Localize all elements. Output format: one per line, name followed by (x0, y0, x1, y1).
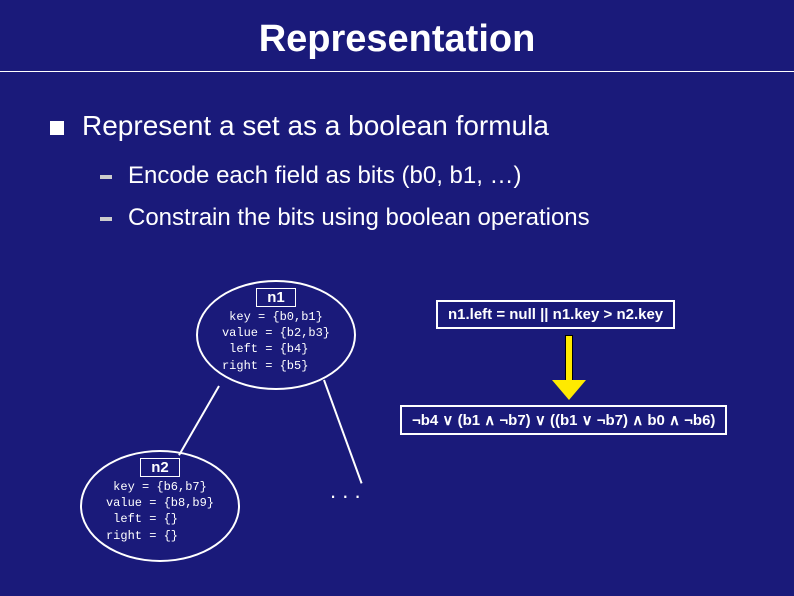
page-title: Representation (0, 18, 794, 61)
bullet-lvl1-text: Represent a set as a boolean formula (82, 110, 549, 142)
constraint-formula: ¬b4 ∨ (b1 ∧ ¬b7) ∨ ((b1 ∨ ¬b7) ∧ b0 ∧ ¬b… (400, 405, 727, 435)
diagram-area: n1 key = {b0,b1} value = {b2,b3} left = … (0, 280, 794, 596)
edge-n1-dots (323, 380, 363, 484)
square-bullet-icon (50, 121, 64, 135)
bullet-lvl2-1: Constrain the bits using boolean operati… (100, 204, 764, 232)
bullet-lvl1: Represent a set as a boolean formula (50, 110, 764, 142)
dash-bullet-icon (100, 175, 112, 179)
arrow-down-icon (552, 335, 586, 400)
bullet-lvl2-1-text: Constrain the bits using boolean operati… (128, 204, 590, 232)
edge-n1-n2 (178, 386, 220, 456)
arrow-head (552, 380, 586, 400)
arrow-shaft (565, 335, 573, 381)
bullet-lvl2-0: Encode each field as bits (b0, b1, …) (100, 162, 764, 190)
title-area: Representation (0, 0, 794, 80)
node-n1: n1 key = {b0,b1} value = {b2,b3} left = … (196, 280, 356, 390)
node-n2-label: n2 (140, 458, 180, 477)
title-underline (0, 71, 794, 72)
content-area: Represent a set as a boolean formula Enc… (0, 80, 794, 232)
node-n2: n2 key = {b6,b7} value = {b8,b9} left = … (80, 450, 240, 562)
ellipsis: . . . (330, 478, 361, 504)
bullet-lvl2-0-text: Encode each field as bits (b0, b1, …) (128, 162, 522, 190)
node-n1-label: n1 (256, 288, 296, 307)
dash-bullet-icon (100, 217, 112, 221)
node-n2-fields: key = {b6,b7} value = {b8,b9} left = {} … (106, 479, 214, 544)
constraint-source: n1.left = null || n1.key > n2.key (436, 300, 675, 329)
slide: Representation Represent a set as a bool… (0, 0, 794, 596)
node-n1-fields: key = {b0,b1} value = {b2,b3} left = {b4… (222, 309, 330, 374)
